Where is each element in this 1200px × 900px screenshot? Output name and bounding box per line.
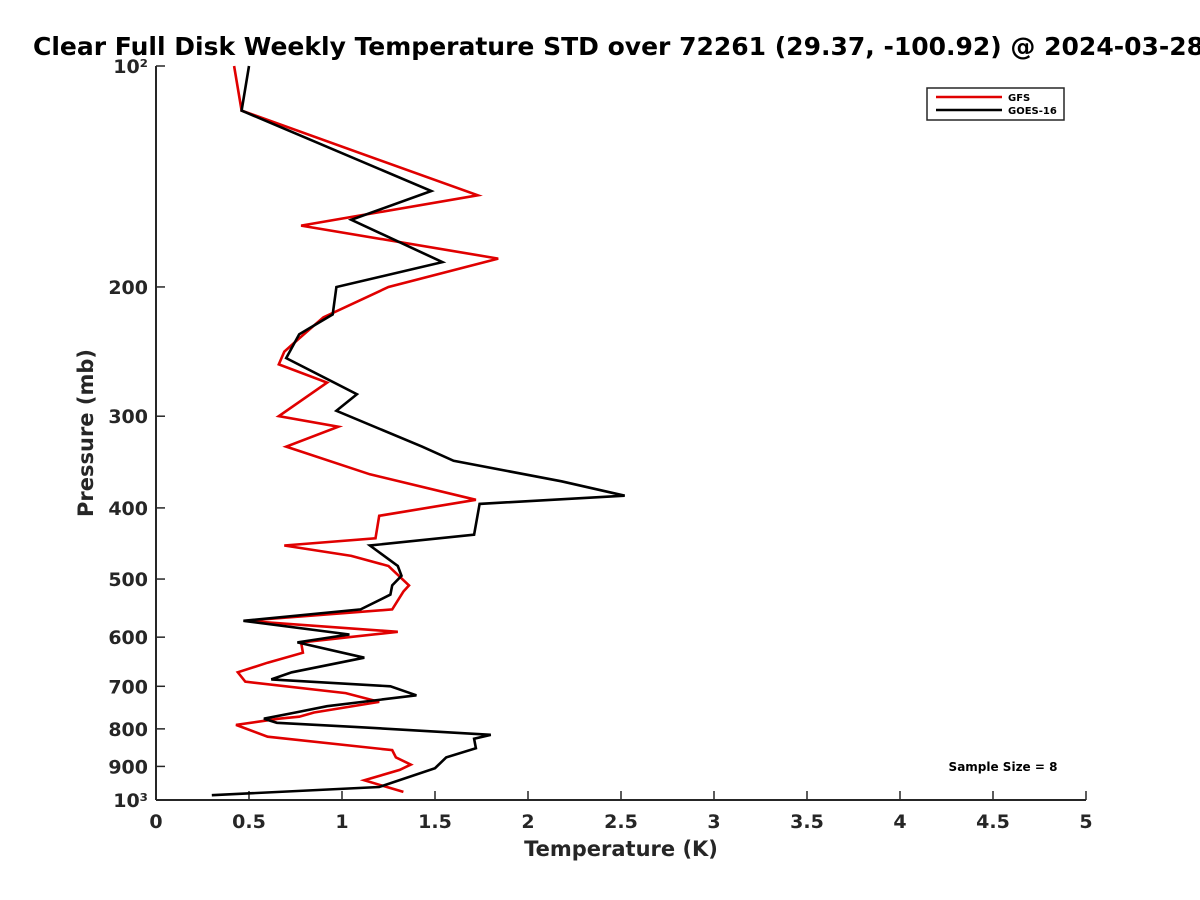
legend-box: [926, 87, 1065, 121]
x-tick-label: 0: [149, 811, 162, 833]
legend-label-gfs: GFS: [1008, 93, 1030, 104]
y-tick-label: 800: [108, 719, 148, 741]
y-tick-label: 300: [108, 406, 148, 428]
y-tick-label: 700: [108, 676, 148, 698]
x-tick-label: 3: [707, 811, 720, 833]
y-tick-label: 900: [108, 756, 148, 778]
x-tick-label: 3.5: [790, 811, 824, 833]
x-tick-label: 1: [335, 811, 348, 833]
chart-title: Clear Full Disk Weekly Temperature STD o…: [33, 32, 1200, 61]
y-tick-label: 600: [108, 627, 148, 649]
y-axis-label: Pressure (mb): [74, 349, 98, 517]
legend: GFS GOES-16: [926, 87, 1065, 121]
y-tick-label: 400: [108, 498, 148, 520]
y-tick-label: 10²: [113, 56, 148, 78]
x-tick-label: 1.5: [418, 811, 452, 833]
x-tick-label: 0.5: [232, 811, 266, 833]
legend-label-goes16: GOES-16: [1008, 106, 1057, 117]
y-tick-label: 200: [108, 277, 148, 299]
series-line-gfs: [232, 65, 499, 794]
x-tick-label: 5: [1079, 811, 1092, 833]
x-ticks: 0 0.5 1 1.5 2 2.5 3 3.5 4 4.5 5: [149, 791, 1093, 833]
x-tick-label: 2.5: [604, 811, 638, 833]
x-tick-label: 4.5: [976, 811, 1010, 833]
x-tick-label: 4: [893, 811, 906, 833]
sample-size-note: Sample Size = 8: [949, 760, 1058, 774]
series-lines: [211, 65, 625, 797]
x-axis-label: Temperature (K): [524, 837, 718, 861]
axes: [155, 66, 1086, 801]
y-tick-label: 10³: [113, 790, 148, 812]
x-tick-label: 2: [521, 811, 534, 833]
y-tick-label: 500: [108, 569, 148, 591]
series-line-goes16: [211, 65, 625, 797]
y-ticks: 10² 200 300 400 500 600 700 800 900 10³: [108, 56, 165, 812]
